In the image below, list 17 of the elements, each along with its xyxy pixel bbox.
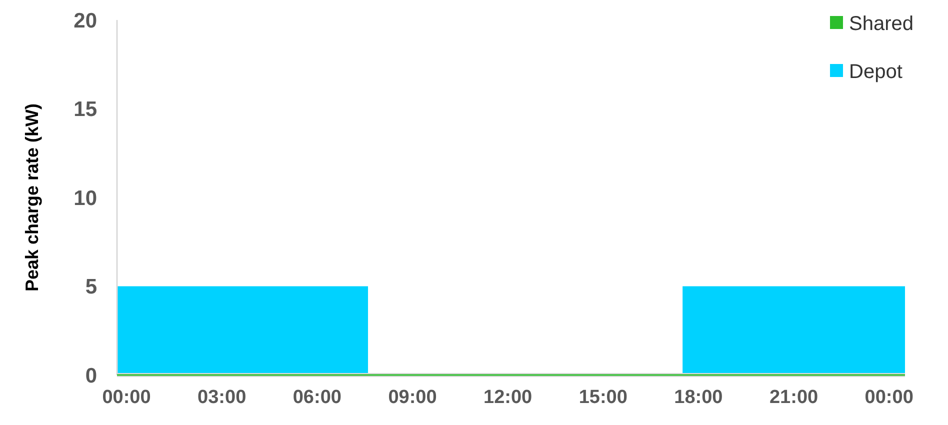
x-tick-label: 00:00 bbox=[102, 387, 151, 408]
legend-label: Shared bbox=[849, 13, 914, 35]
y-tick-label: 15 bbox=[74, 98, 98, 122]
y-axis-title: Peak charge rate (kW) bbox=[22, 103, 42, 292]
legend-label: Depot bbox=[849, 61, 903, 83]
x-tick-label: 09:00 bbox=[388, 387, 437, 408]
x-tick-label: 18:00 bbox=[674, 387, 723, 408]
x-tick-label: 03:00 bbox=[198, 387, 246, 408]
y-tick-label: 10 bbox=[74, 186, 97, 210]
x-tick-label: 21:00 bbox=[769, 387, 818, 408]
x-tick-label: 12:00 bbox=[484, 387, 532, 408]
y-tick-label: 20 bbox=[74, 9, 97, 32]
x-tick-label: 06:00 bbox=[292, 387, 342, 408]
y-tick-label: 5 bbox=[85, 276, 98, 299]
x-tick-label: 00:00 bbox=[864, 387, 914, 408]
x-tick-label: 15:00 bbox=[578, 387, 628, 408]
y-tick-label: 0 bbox=[85, 364, 97, 388]
